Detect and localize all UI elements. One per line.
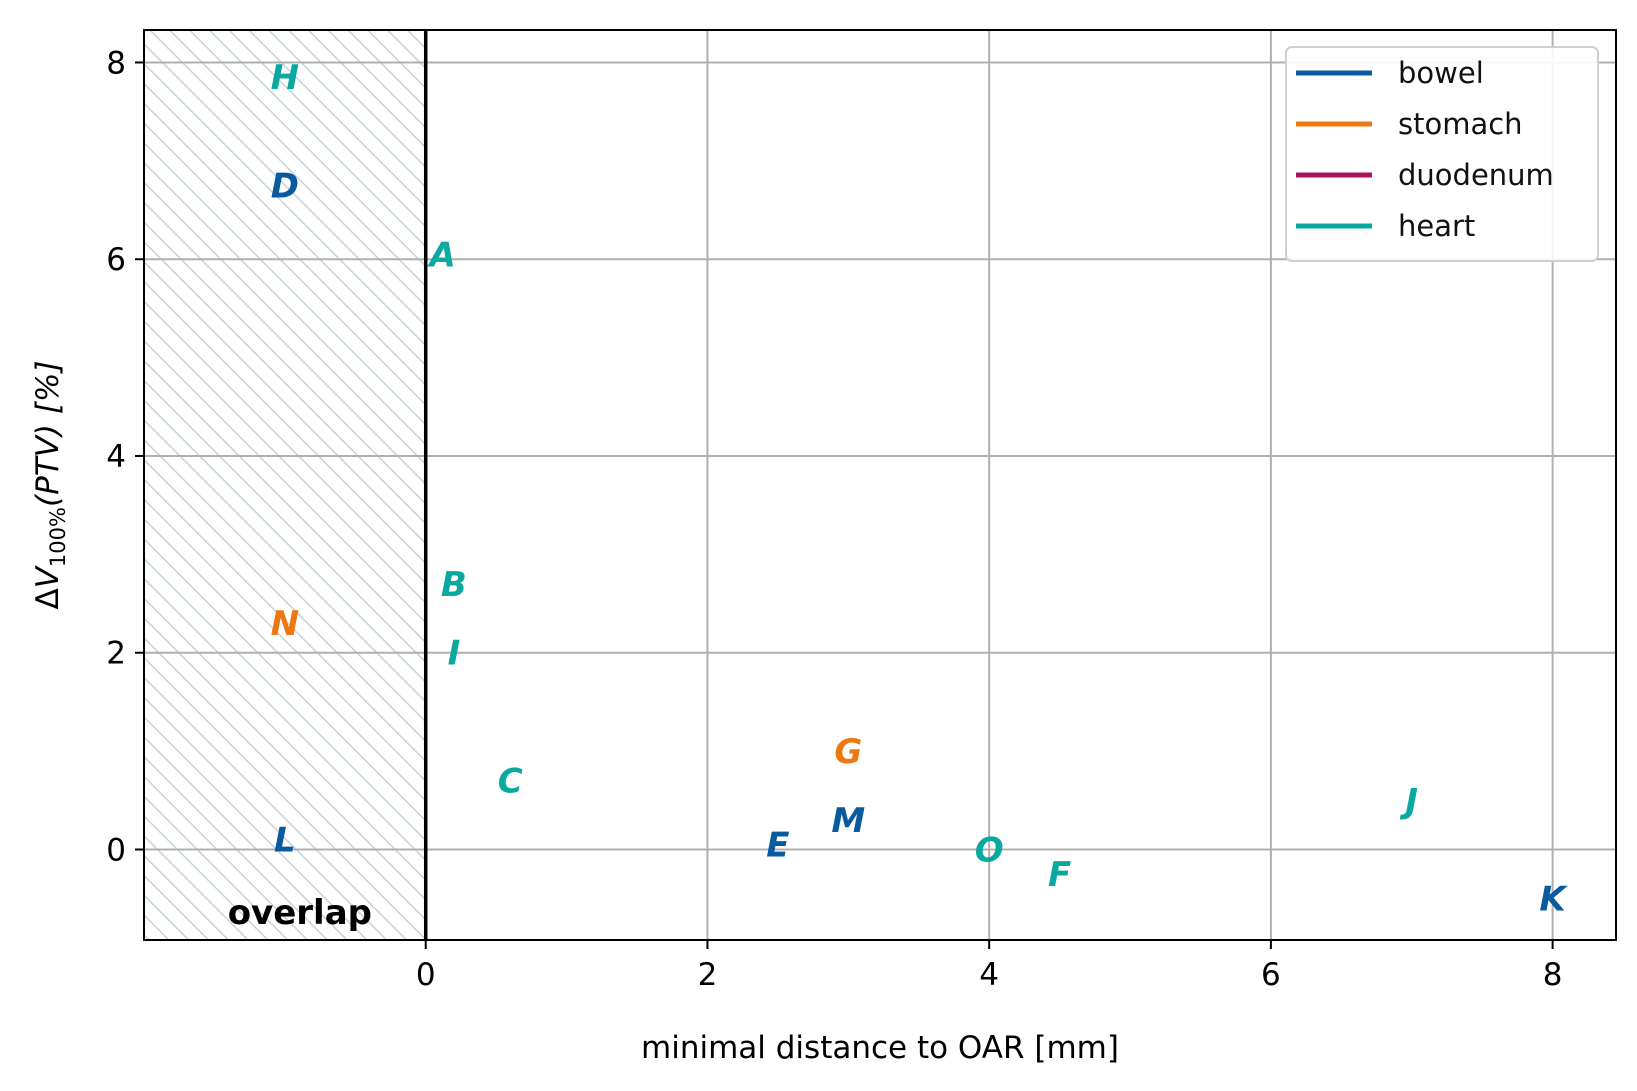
y-axis-label: ΔV100%(PTV) [%] xyxy=(30,360,70,609)
point-label-H: H xyxy=(271,58,299,98)
point-label-O: O xyxy=(975,830,1004,870)
axis-ticks: 0 2 4 6 8 0 2 4 6 8 xyxy=(106,45,1562,993)
point-label-G: G xyxy=(834,732,862,772)
point-label-L: L xyxy=(274,821,296,861)
legend-label-bowel: bowel xyxy=(1398,56,1484,90)
point-label-E: E xyxy=(766,826,789,866)
point-label-D: D xyxy=(271,166,299,206)
y-axis-label-v: V xyxy=(30,564,66,588)
y-tick-label: 6 xyxy=(106,242,126,278)
x-tick-label: 0 xyxy=(416,957,436,993)
point-label-A: A xyxy=(426,235,455,275)
point-label-N: N xyxy=(271,604,299,644)
point-label-B: B xyxy=(441,565,467,605)
point-label-K: K xyxy=(1539,880,1568,920)
overlap-region xyxy=(144,30,426,940)
y-axis-label-rest: (PTV) [%] xyxy=(30,360,66,507)
overlap-label: overlap xyxy=(228,893,372,933)
x-axis-label: minimal distance to OAR [mm] xyxy=(641,1030,1119,1066)
x-tick-label: 2 xyxy=(698,957,718,993)
point-label-F: F xyxy=(1048,855,1071,895)
legend: bowel stomach duodenum heart xyxy=(1285,46,1599,262)
point-label-M: M xyxy=(831,801,865,841)
point-label-C: C xyxy=(498,762,523,802)
point-label-I: I xyxy=(448,634,461,674)
plot-frame xyxy=(143,29,1617,941)
legend-box xyxy=(1285,46,1599,262)
legend-label-heart: heart xyxy=(1398,209,1475,243)
legend-label-duodenum: duodenum xyxy=(1398,158,1554,192)
legend-label-stomach: stomach xyxy=(1398,107,1523,141)
x-tick-label: 8 xyxy=(1543,957,1563,993)
x-tick-label: 4 xyxy=(979,957,999,993)
y-tick-label: 2 xyxy=(106,636,126,672)
y-tick-label: 0 xyxy=(106,832,126,868)
x-tick-label: 6 xyxy=(1261,957,1281,993)
y-axis-label-subscript: 100% xyxy=(46,507,70,567)
y-tick-label: 8 xyxy=(106,45,126,81)
y-axis-label-delta: Δ xyxy=(30,588,66,609)
y-tick-label: 4 xyxy=(106,439,126,475)
